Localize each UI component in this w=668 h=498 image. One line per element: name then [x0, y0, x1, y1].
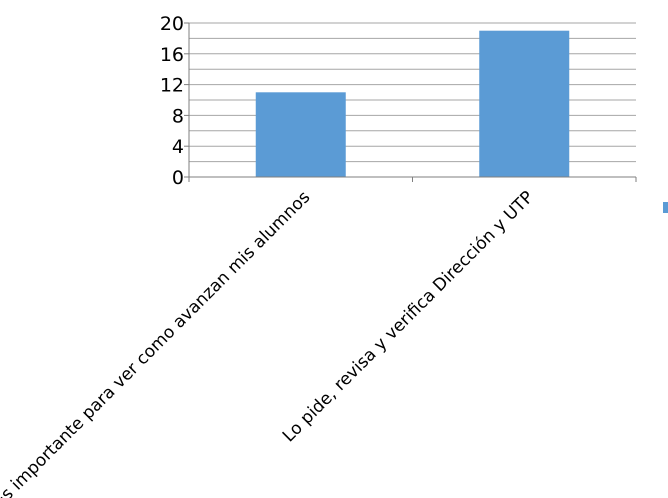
y-tick-label: 12 [160, 75, 184, 97]
y-tick-label: 20 [160, 13, 184, 35]
axes [184, 22, 637, 182]
bar [255, 92, 346, 177]
x-category-labels: Es importante para ver como avanzan mis … [0, 187, 538, 498]
legend-marker [663, 202, 668, 213]
y-tick-labels: 0 4 8 12 16 20 [160, 13, 184, 189]
legend [663, 202, 668, 213]
y-tick-label: 16 [160, 44, 184, 66]
bar [479, 30, 570, 178]
y-tick-label: 4 [172, 136, 184, 158]
x-category-label: Es importante para ver como avanzan mis … [0, 187, 314, 498]
y-tick-label: 8 [172, 105, 184, 127]
y-tick-label: 0 [172, 167, 184, 189]
x-category-label: Lo pide, revisa y verifica Dirección y U… [279, 187, 538, 446]
bars [255, 30, 570, 178]
